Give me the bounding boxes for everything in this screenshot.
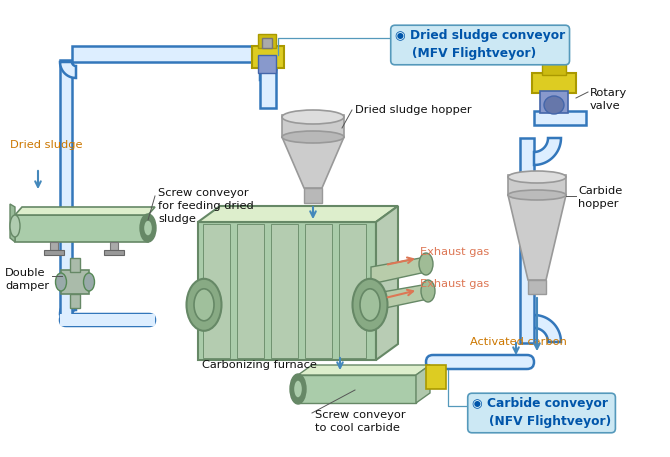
Ellipse shape <box>282 110 344 124</box>
Bar <box>70 258 80 272</box>
Polygon shape <box>60 314 155 326</box>
Text: Screw conveyor
for feeding dried
sludge: Screw conveyor for feeding dried sludge <box>158 188 254 224</box>
Bar <box>508 175 566 195</box>
Text: Rotary
valve: Rotary valve <box>590 88 627 111</box>
Ellipse shape <box>352 279 387 331</box>
Bar <box>260 58 276 108</box>
Polygon shape <box>534 138 561 165</box>
Polygon shape <box>61 270 89 294</box>
Ellipse shape <box>421 280 435 302</box>
Polygon shape <box>198 206 398 222</box>
Text: ◉ Dried sludge conveyor
    (MFV Flightveyor): ◉ Dried sludge conveyor (MFV Flightveyor… <box>395 30 565 60</box>
Polygon shape <box>10 204 15 242</box>
Bar <box>305 224 332 358</box>
Ellipse shape <box>84 273 94 291</box>
Text: Double
damper: Double damper <box>5 268 49 291</box>
Polygon shape <box>298 375 416 403</box>
Bar <box>520 138 534 343</box>
Polygon shape <box>15 207 155 215</box>
Ellipse shape <box>544 96 564 114</box>
Polygon shape <box>371 284 428 311</box>
FancyBboxPatch shape <box>426 355 534 369</box>
Ellipse shape <box>290 374 306 404</box>
Ellipse shape <box>282 131 344 143</box>
Bar <box>60 60 72 315</box>
Bar <box>532 73 576 93</box>
Text: Activated carbon: Activated carbon <box>470 337 567 347</box>
Polygon shape <box>60 62 76 78</box>
Bar <box>70 294 80 308</box>
Polygon shape <box>416 365 430 403</box>
Text: Carbide
hopper: Carbide hopper <box>578 186 622 209</box>
Polygon shape <box>44 250 64 255</box>
Bar <box>542 57 566 75</box>
Bar <box>282 115 344 137</box>
Ellipse shape <box>360 289 380 321</box>
Polygon shape <box>110 242 118 250</box>
Polygon shape <box>298 365 430 375</box>
Bar <box>534 111 586 125</box>
Bar <box>258 34 276 48</box>
Text: Screw conveyor
to cool carbide: Screw conveyor to cool carbide <box>315 410 405 433</box>
Text: Dried sludge: Dried sludge <box>10 140 82 150</box>
Polygon shape <box>104 250 124 255</box>
Bar <box>271 224 298 358</box>
Polygon shape <box>198 222 376 360</box>
Ellipse shape <box>143 220 153 236</box>
Ellipse shape <box>186 279 222 331</box>
Polygon shape <box>376 206 398 360</box>
Polygon shape <box>60 298 76 314</box>
Bar <box>528 280 546 294</box>
Ellipse shape <box>194 289 214 321</box>
Bar <box>72 46 267 62</box>
Polygon shape <box>371 257 426 284</box>
Ellipse shape <box>10 215 20 237</box>
Bar <box>262 38 272 48</box>
Ellipse shape <box>293 380 302 398</box>
Polygon shape <box>15 215 148 242</box>
Text: Carbonizing furnace: Carbonizing furnace <box>202 360 317 370</box>
Bar <box>426 365 446 389</box>
Polygon shape <box>508 195 566 280</box>
Text: Dried sludge hopper: Dried sludge hopper <box>355 105 472 115</box>
Ellipse shape <box>419 253 433 275</box>
Bar <box>252 46 284 68</box>
Text: Exhaust gas: Exhaust gas <box>420 247 489 257</box>
Bar <box>540 91 568 113</box>
Bar <box>203 224 230 358</box>
Ellipse shape <box>508 190 566 200</box>
Bar <box>258 55 276 73</box>
Ellipse shape <box>140 214 156 242</box>
Text: Exhaust gas: Exhaust gas <box>420 279 489 289</box>
Polygon shape <box>282 137 344 188</box>
Bar <box>304 188 322 203</box>
Polygon shape <box>260 62 278 80</box>
Polygon shape <box>50 242 58 250</box>
Ellipse shape <box>56 273 66 291</box>
Text: ◉ Carbide conveyor
    (NFV Flightveyor): ◉ Carbide conveyor (NFV Flightveyor) <box>472 398 611 429</box>
Bar <box>339 224 366 358</box>
FancyBboxPatch shape <box>60 314 155 326</box>
Ellipse shape <box>508 171 566 183</box>
Bar <box>237 224 264 358</box>
Polygon shape <box>534 315 561 342</box>
